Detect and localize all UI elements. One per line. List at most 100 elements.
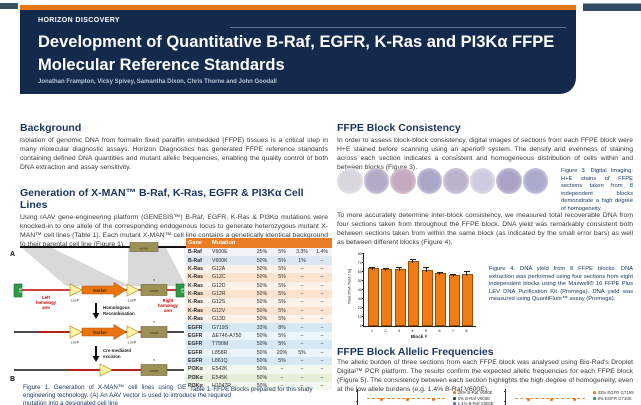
mutation-star: * [153, 321, 155, 327]
figure5-right-series-line [515, 397, 585, 401]
cell-frequency: 5% [292, 348, 312, 357]
legend-dot-icon [453, 396, 456, 400]
cell-gene: EGFR [186, 331, 210, 341]
loxp-label: LoxP [71, 299, 80, 303]
cell-frequency: 50% [252, 331, 272, 341]
figure4-bar-chart: Total DNA Yield / ng 1 2 3 4 5 6 7 8 0 10 20 30 40 50… [341, 248, 481, 346]
homology-shade-left [22, 248, 130, 286]
cell-frequency: – [292, 315, 312, 324]
y-tick-label: 20 [357, 306, 362, 310]
col-header-f1 [252, 238, 272, 248]
bar [435, 272, 446, 326]
bar [381, 269, 392, 326]
panel-a-label: A [10, 251, 15, 258]
bar [462, 273, 473, 326]
exon-box-recombined [140, 326, 168, 338]
axis-tick [356, 401, 358, 402]
figure3-caption: Figure 3. Digital Imaging: H+E stains of… [561, 168, 633, 212]
generation-body: Using rAAV gene-engineering platform (GE… [20, 213, 328, 248]
cell-gene: EGFR [186, 340, 210, 349]
cell-gene: K-Ras [186, 281, 210, 290]
cell-frequency: 50% [252, 340, 272, 349]
right-arm-word3: arm [164, 308, 172, 313]
cell-gene: B-Raf [186, 256, 210, 265]
y-axis [504, 389, 506, 405]
cell-frequency: – [272, 365, 292, 374]
cell-frequency: 5% [272, 298, 292, 307]
cell-frequency: 50% [252, 298, 272, 307]
cell-gene: K-Ras [186, 306, 210, 315]
cell-frequency: – [312, 340, 332, 349]
cell-frequency: – [312, 289, 332, 299]
marker-label: Marker [93, 330, 107, 335]
legend-label: 33% EGFR G719S [597, 390, 634, 396]
cell-frequency: 5% [272, 273, 292, 282]
cell-frequency: – [272, 373, 292, 382]
figure4-caption: Figure 4. DNA yield from 8 FFPE blocks: … [489, 266, 633, 303]
y-tick-mark [361, 307, 364, 308]
cell-frequency: 5% [272, 340, 292, 349]
table-row: EGFR ΔE746-A750 50% 5% – – [186, 331, 332, 341]
cell-mutation: L858R [210, 348, 252, 357]
background-heading: Background [20, 122, 82, 134]
cell-frequency: 5% [272, 331, 292, 341]
cell-frequency: – [312, 306, 332, 315]
right-column: FFPE Block Consistency In order to asses… [337, 100, 634, 405]
y-tick-mark [361, 262, 364, 263]
legend-dot-icon [453, 391, 456, 395]
cell-frequency: – [312, 348, 332, 357]
brand-name: HORIZON DISCOVERY [38, 17, 120, 24]
cell-frequency: – [272, 382, 292, 391]
cell-frequency: 5% [272, 248, 292, 257]
cell-gene: K-Ras [186, 289, 210, 299]
cell-frequency: 50% [252, 356, 272, 366]
cell-frequency: – [312, 365, 332, 374]
cell-gene: PI3Kα [186, 373, 210, 382]
loxp-label: LoxP [71, 341, 80, 345]
cell-gene: EGFR [186, 356, 210, 366]
error-bar [396, 267, 402, 272]
bar [408, 261, 419, 326]
cell-frequency: – [312, 373, 332, 382]
left-column: Background Isolation of genomic DNA from… [10, 100, 332, 405]
left-arm-word3: arm [42, 305, 50, 310]
figure4-plot: 1 2 3 4 5 6 7 8 0 10 20 30 40 50 60 70 80 [358, 252, 476, 333]
legend-entry: 33% EGFR G719S [593, 390, 634, 396]
cell-frequency: 5% [272, 306, 292, 315]
legend-dot-icon [453, 402, 456, 405]
he-stain-section-image [337, 168, 363, 194]
loxp-triangle-icon [99, 363, 113, 377]
bar [367, 268, 379, 326]
x-tick-label: 4 [411, 328, 414, 333]
step2-arrowhead-icon [92, 356, 100, 362]
cell-frequency: 5% [272, 356, 292, 366]
generation-heading: Generation of X-MAN™ B-Raf, K-Ras, EGFR … [20, 186, 304, 211]
cell-frequency: – [292, 331, 312, 341]
cell-gene: K-Ras [186, 315, 210, 324]
y-tick-label: 60 [357, 270, 362, 274]
exon-label: exon [150, 330, 159, 335]
figure1-svg: exon A ITR Left homology arm LoxP Marker… [10, 242, 186, 383]
allelic-heading: FFPE Block Allelic Frequencies [337, 346, 494, 358]
cell-gene: K-Ras [186, 298, 210, 307]
error-bar [369, 267, 375, 271]
step1-word1: Homologous [103, 305, 130, 310]
cell-frequency: – [312, 315, 332, 324]
cell-frequency: – [292, 273, 312, 282]
he-stain-section-image [469, 168, 495, 194]
figure4-y-axis-label: Total DNA Yield / ng [346, 268, 352, 305]
figure5-left-legend: 25% B-Raf V600E 5% B-Raf V600E 1.4% B-Ra… [453, 390, 494, 405]
mutation-star: * [153, 279, 155, 285]
cell-frequency: – [292, 356, 312, 366]
marker-arrow-icon [81, 281, 127, 299]
he-stain-section-image [416, 168, 442, 194]
he-stain-section-image [443, 168, 469, 194]
exon-label: exon [140, 246, 149, 251]
cell-mutation: G12C [210, 273, 252, 282]
axis-tick [356, 391, 358, 392]
consistency-body-1: In order to assess block-block consisten… [337, 137, 633, 171]
col-header-f2 [272, 238, 292, 248]
y-tick-mark [361, 325, 364, 326]
cell-frequency: 1% [292, 256, 312, 265]
cell-frequency: 5% [272, 264, 292, 274]
